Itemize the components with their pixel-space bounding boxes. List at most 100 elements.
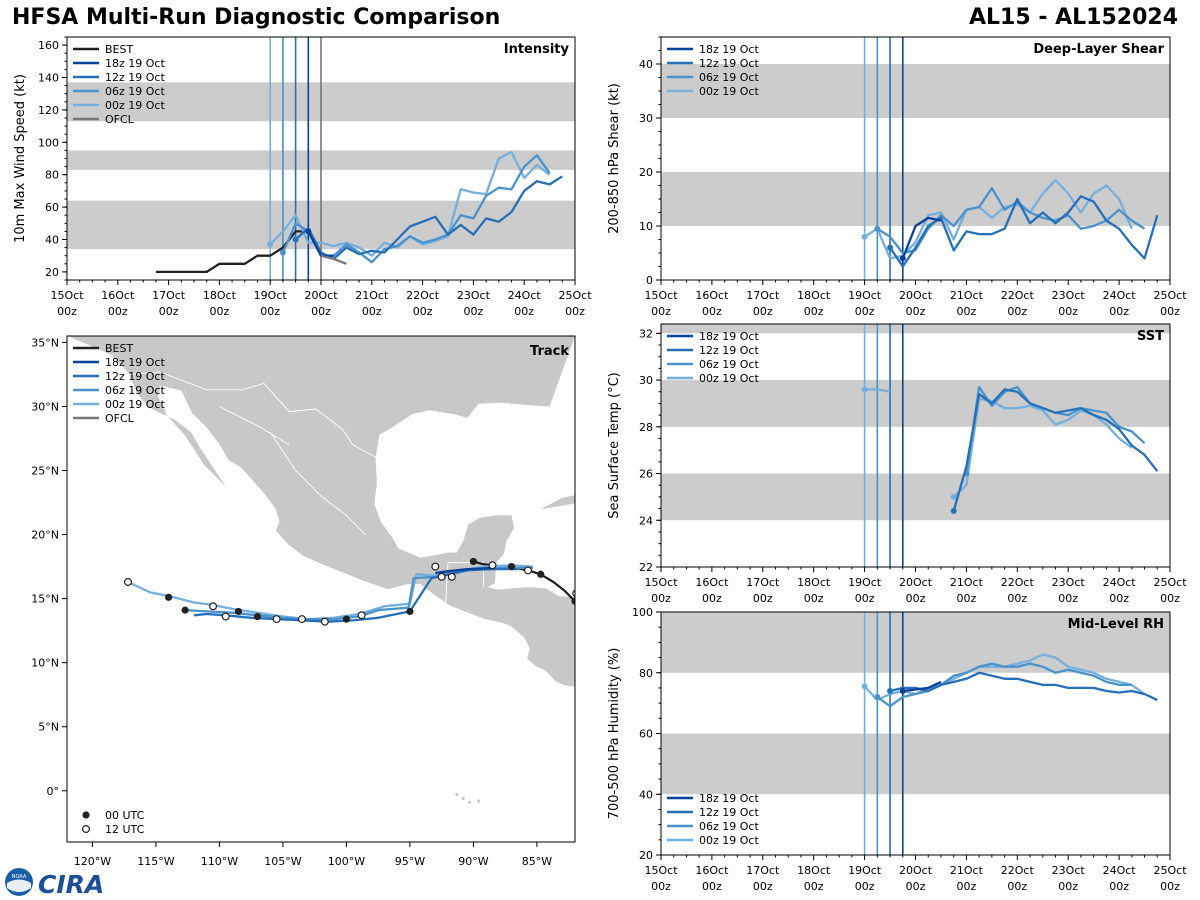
shear-xtick-label: 00z <box>1058 305 1078 318</box>
shear-xtick-label: 18Oct <box>797 289 831 302</box>
track-fix-00utc <box>406 607 414 616</box>
track-lat-label: 30°N <box>31 400 59 413</box>
sst-xtick-label: 00z <box>804 592 824 605</box>
shear-ytick-label: 30 <box>639 112 653 125</box>
shear-xtick-label: 15Oct <box>644 289 678 302</box>
track-fix-12utc <box>272 615 281 624</box>
intensity-ytick-label: 60 <box>45 201 59 214</box>
track-fix-00utc <box>253 612 262 621</box>
track-lon-label: 105°W <box>264 855 301 868</box>
shear-ytick-label: 20 <box>639 166 653 179</box>
rh-xtick-label: 00z <box>804 880 824 893</box>
intensity-xtick-label: 00z <box>108 305 128 318</box>
intensity-ytick-label: 40 <box>45 234 59 247</box>
intensity-xtick-label: 00z <box>260 305 280 318</box>
island-speck <box>455 793 459 797</box>
track-fix-00utc <box>342 615 350 623</box>
rh-legend-label: 06z 19 Oct <box>699 820 759 833</box>
intensity-xtick-label: 00z <box>362 305 382 318</box>
rh-title: Mid-Level RH <box>1068 617 1164 632</box>
intensity-series-line <box>307 230 334 257</box>
track-fix-00utc <box>165 593 173 601</box>
rh-xtick-label: 21Oct <box>950 864 984 877</box>
rh-xtick-label: 22Oct <box>1001 864 1035 877</box>
rh-ytick-label: 80 <box>639 667 653 680</box>
intensity-xtick-label: 00z <box>514 305 534 318</box>
track-fix-12utc <box>431 562 440 571</box>
shear-series-line <box>889 195 1159 268</box>
track-lon-label: 120°W <box>74 855 111 868</box>
track-lon-label: 85°W <box>522 855 552 868</box>
rh-xtick-label: 00z <box>702 880 722 893</box>
track-legend-label: BEST <box>105 342 133 355</box>
shear-title: Deep-Layer Shear <box>1033 42 1164 57</box>
sst-xtick-label: 00z <box>753 592 773 605</box>
sst-xtick-label: 20Oct <box>899 576 933 589</box>
gulf-of-mexico <box>374 336 575 598</box>
track-fix-12utc <box>123 577 132 586</box>
track-lat-label: 5°N <box>38 721 59 734</box>
intensity-xtick-label: 00z <box>311 305 331 318</box>
rh-band-1 <box>661 612 1170 673</box>
intensity-ytick-label: 160 <box>38 39 59 52</box>
intensity-xtick-label: 25Oct <box>558 289 592 302</box>
rh-band-0 <box>661 733 1170 795</box>
track-legend-label: 06z 19 Oct <box>105 384 165 397</box>
sst-xtick-label: 15Oct <box>644 576 678 589</box>
track-lon-label: 110°W <box>201 855 238 868</box>
rh-xtick-label: 00z <box>753 880 773 893</box>
rh-legend-label: 18z 19 Oct <box>699 792 759 805</box>
rh-series-line <box>876 662 1132 708</box>
track-title: Track <box>530 344 569 359</box>
track-fix-12utc <box>357 611 366 620</box>
sst-xtick-label: 23Oct <box>1052 576 1086 589</box>
rh-xtick-label: 00z <box>1160 880 1180 893</box>
sst-xtick-label: 22Oct <box>1001 576 1035 589</box>
intensity-legend-label: 00z 19 Oct <box>105 99 165 112</box>
track-panel: 120°W 115°W 110°W 105°W 100°W 95°W 90°W 85°W 0° 5… <box>31 335 576 868</box>
country-border <box>219 406 290 446</box>
shear-band-0 <box>661 172 1170 226</box>
shear-xtick-label: 16Oct <box>695 289 729 302</box>
track-map-group <box>67 336 575 804</box>
track-lat-label: 0° <box>47 785 60 798</box>
shear-xtick-label: 00z <box>702 305 722 318</box>
intensity-xtick-label: 21Oct <box>355 289 389 302</box>
track-frame <box>66 335 576 843</box>
track-lat-label: 25°N <box>31 465 59 478</box>
track-lat-label: 35°N <box>31 336 59 349</box>
intensity-xtick-label: 00z <box>464 305 484 318</box>
sst-series-start-point <box>950 507 957 514</box>
rh-legend-label: 12z 19 Oct <box>699 806 759 819</box>
sst-series-start-point <box>861 386 868 393</box>
shear-ytick-label: 0 <box>646 274 653 287</box>
sst-series-line <box>952 388 1159 512</box>
intensity-series-start-point <box>267 241 274 248</box>
shear-series-start-point <box>887 244 894 251</box>
track-legend-label: 00z 19 Oct <box>105 398 165 411</box>
shear-xtick-label: 00z <box>855 305 875 318</box>
rh-xtick-label: 00z <box>855 880 875 893</box>
track-fix-12utc <box>524 566 533 575</box>
shear-xtick-label: 21Oct <box>950 289 984 302</box>
sst-series-line <box>952 397 1133 498</box>
rh-xtick-label: 15Oct <box>644 864 678 877</box>
rh-series-start-point <box>887 687 894 694</box>
shear-legend-label: 12z 19 Oct <box>699 57 759 70</box>
intensity-xtick-label: 00z <box>413 305 433 318</box>
shear-xtick-label: 20Oct <box>899 289 933 302</box>
shear-series-start-point <box>874 225 881 232</box>
sst-ytick-label: 24 <box>639 514 653 527</box>
intensity-legend-label: 06z 19 Oct <box>105 85 165 98</box>
intensity-series-line <box>155 230 309 274</box>
country-border <box>129 371 380 460</box>
intensity-xtick-label: 24Oct <box>508 289 542 302</box>
shear-legend-label: 18z 19 Oct <box>699 43 759 56</box>
shear-xtick-label: 00z <box>651 305 671 318</box>
track-legend-label: OFCL <box>105 412 135 425</box>
shear-series-start-point <box>899 255 906 262</box>
